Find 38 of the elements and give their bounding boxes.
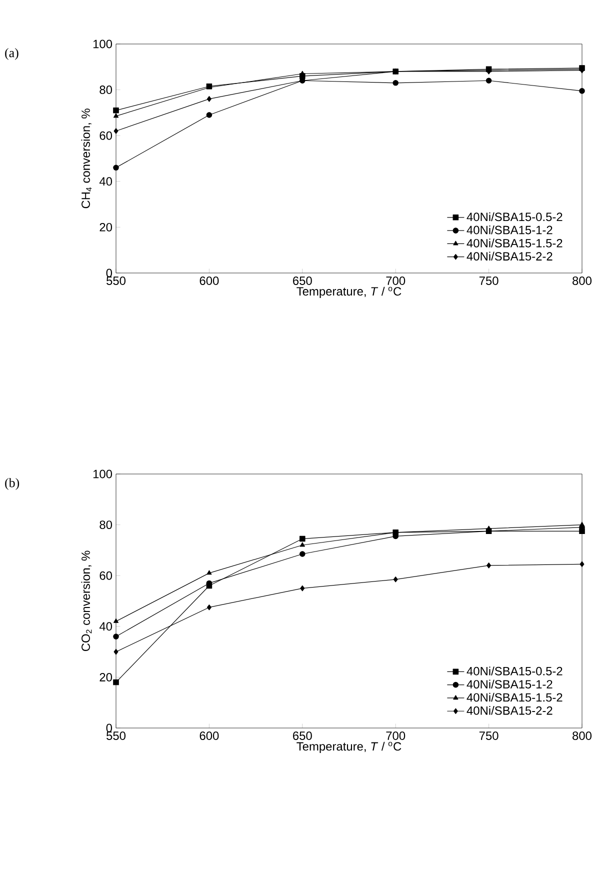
y-tick-label: 40 [99,622,112,631]
x-tick-label: 800 [572,276,592,285]
y-axis-title: CO$_{2}$ conversion, % [81,550,92,652]
y-tick-label: 0 [106,268,112,278]
x-tick-label: 600 [200,276,219,285]
legend-label: 40Ni/SBA15-0.5-2 [466,666,562,676]
text: (a) [5,48,18,60]
x-tick-label: 650 [293,732,312,740]
y-tick-label: 60 [100,571,112,580]
y-tick-label: 0 [106,724,112,732]
legend-label: 40Ni/SBA15-1-2 [466,680,552,689]
y-tick-label: 60 [100,131,112,140]
y-tick-label: 40 [99,177,112,186]
y-tick-label: 100 [93,40,112,48]
x-tick-label: 750 [479,276,498,285]
y-tick-label: 80 [100,520,112,530]
legend-label: 40Ni/SBA15-1.5-2 [466,692,562,702]
x-tick-label: 800 [572,732,592,740]
x-tick-label: 750 [479,732,498,740]
y-tick-label: 80 [100,86,112,94]
text: (b) [5,478,20,490]
y-axis-title: CH$_{4}$ conversion, % [81,108,92,208]
y-tick-label: 100 [93,470,112,478]
legend-label: 40Ni/SBA15-2-2 [466,706,552,715]
x-axis-title: Temperature, T / $^{o}$C [296,286,402,298]
y-tick-label: 20 [100,222,112,232]
x-axis-title: Temperature, T / $^{o}$C [296,742,402,753]
legend-label: 40Ni/SBA15-2-2 [466,252,552,261]
x-tick-label: 650 [293,276,312,285]
x-tick-label: 600 [200,732,219,740]
x-tick-label: 550 [106,276,126,285]
x-tick-label: 700 [386,276,406,285]
legend-label: 40Ni/SBA15-0.5-2 [466,212,562,222]
legend-label: 40Ni/SBA15-1-2 [466,225,552,234]
x-tick-label: 700 [386,732,406,740]
y-tick-label: 20 [100,672,112,682]
legend-label: 40Ni/SBA15-1.5-2 [466,238,562,248]
x-tick-label: 550 [106,732,126,740]
